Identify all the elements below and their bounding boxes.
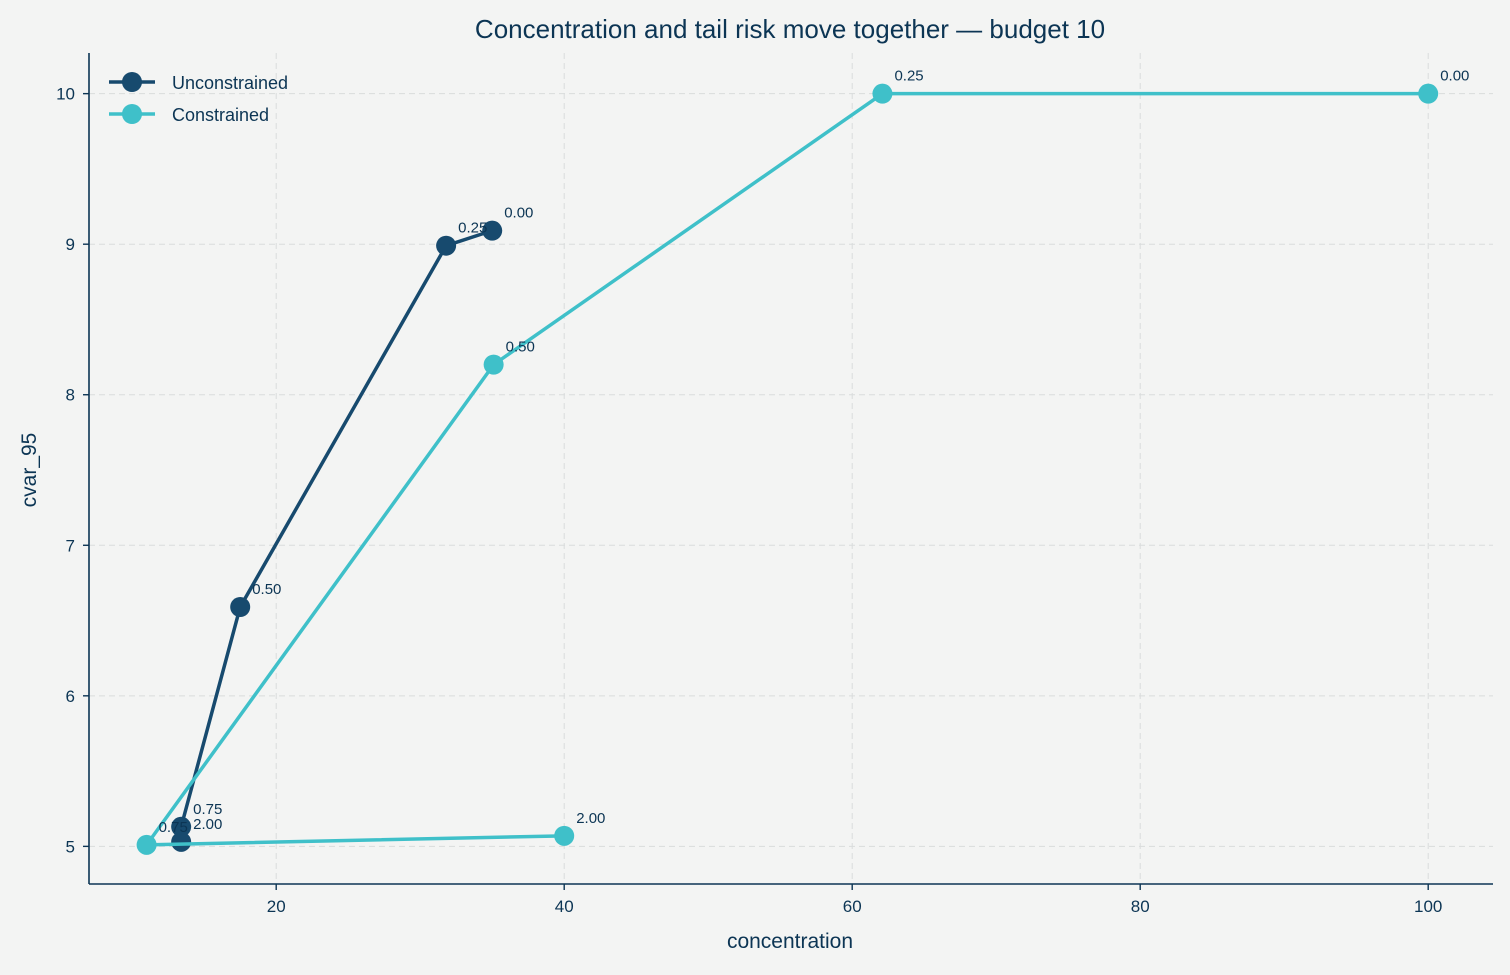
series-constrained: 0.000.250.500.752.00 xyxy=(136,68,1469,855)
x-tick-label: 60 xyxy=(843,897,862,916)
data-point-unconstrained xyxy=(482,220,503,241)
data-label-constrained: 0.00 xyxy=(1440,68,1469,85)
legend-marker-unconstrained xyxy=(122,72,142,92)
grid xyxy=(89,53,1493,884)
legend-label-unconstrained: Unconstrained xyxy=(172,73,288,93)
y-tick-label: 8 xyxy=(66,386,75,405)
legend-marker-constrained xyxy=(122,104,142,124)
ticks: 20 40 60 80 100 5 6 7 8 9 10 xyxy=(56,85,1442,916)
data-label-constrained: 0.75 xyxy=(159,819,188,836)
data-point-unconstrained xyxy=(436,235,457,256)
axes xyxy=(88,53,1493,885)
legend-label-constrained: Constrained xyxy=(172,105,269,125)
data-point-constrained xyxy=(1418,83,1439,104)
x-tick-label: 20 xyxy=(267,897,286,916)
y-tick-label: 6 xyxy=(66,687,75,706)
data-label-unconstrained: 0.75 xyxy=(193,801,222,818)
data-label-unconstrained: 2.00 xyxy=(193,816,222,833)
data-label-constrained: 0.25 xyxy=(894,68,923,85)
series-line-constrained xyxy=(144,91,1429,847)
data-label-constrained: 2.00 xyxy=(576,810,605,827)
data-label-unconstrained: 0.50 xyxy=(252,581,281,598)
y-axis-label: cvar_95 xyxy=(18,433,41,508)
data-label-unconstrained: 0.00 xyxy=(504,205,533,222)
x-tick-label: 40 xyxy=(555,897,574,916)
data-point-constrained xyxy=(872,83,893,104)
series: 0.000.250.500.752.000.000.250.500.752.00 xyxy=(136,68,1469,855)
series-unconstrained: 0.00 0.25 0.50 0.752.00 xyxy=(171,205,533,852)
legend: Unconstrained Constrained xyxy=(109,72,288,125)
y-tick-label: 10 xyxy=(56,85,75,104)
x-tick-label: 80 xyxy=(1131,897,1150,916)
data-label-constrained: 0.50 xyxy=(506,339,535,356)
x-axis-label: concentration xyxy=(727,930,853,953)
series-line-unconstrained xyxy=(179,228,493,842)
data-point-constrained xyxy=(554,825,575,846)
data-point-unconstrained xyxy=(230,597,251,617)
data-label-unconstrained: 0.25 xyxy=(458,220,487,237)
data-point-constrained xyxy=(483,354,504,375)
data-point-unconstrained xyxy=(171,831,192,852)
y-tick-label: 7 xyxy=(66,536,75,555)
x-tick-label: 100 xyxy=(1414,897,1442,916)
y-tick-label: 9 xyxy=(66,235,75,254)
data-point-constrained xyxy=(136,834,157,855)
data-point-unconstrained xyxy=(171,816,192,837)
chart-title: Concentration and tail risk move togethe… xyxy=(475,14,1105,44)
y-tick-label: 5 xyxy=(66,837,75,856)
